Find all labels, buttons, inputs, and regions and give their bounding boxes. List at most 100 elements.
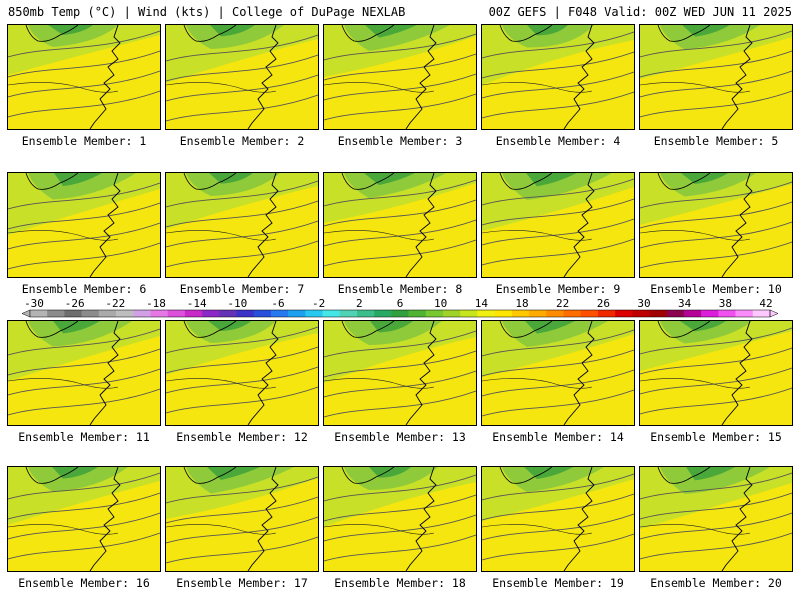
- ensemble-member-label: Ensemble Member: 14: [492, 430, 624, 444]
- state-border: [482, 378, 593, 389]
- temperature-fill-band: [364, 173, 415, 185]
- isotherm-contour: [640, 90, 792, 118]
- ensemble-member-map: [481, 466, 635, 572]
- colorbar-swatch: [683, 310, 702, 317]
- isotherm-contour: [166, 536, 318, 564]
- isotherm-contour: [324, 390, 476, 418]
- isotherm-contour: [482, 533, 634, 561]
- isotherm-contour: [8, 388, 160, 416]
- coastline: [89, 25, 121, 129]
- temperature-fill-band: [28, 321, 132, 347]
- temperature-fill-band: [186, 321, 276, 343]
- temperature-fill-band: [186, 467, 294, 494]
- state-border: [324, 378, 435, 389]
- ensemble-member-label: Ensemble Member: 10: [650, 282, 782, 296]
- ensemble-member-map: [7, 24, 161, 130]
- temperature-fill-band: [344, 467, 438, 490]
- isotherm-contour: [8, 472, 160, 500]
- colorbar-swatch: [339, 310, 358, 317]
- great-lakes-outline: [657, 467, 711, 484]
- state-border: [166, 82, 277, 93]
- coastline: [247, 25, 279, 129]
- great-lakes-outline: [183, 173, 237, 190]
- ensemble-member-label: Ensemble Member: 4: [495, 134, 621, 148]
- temperature-fill-band: [502, 467, 604, 492]
- isotherm-contour: [640, 50, 792, 78]
- temperature-fill-band: [502, 25, 594, 48]
- isotherm-contour: [166, 34, 318, 62]
- ensemble-member-map: [639, 466, 793, 572]
- colorbar-swatch: [460, 310, 478, 317]
- temperature-fill-band: [53, 321, 100, 334]
- temperature-fill-band: [502, 173, 612, 200]
- isotherm-contour: [482, 31, 634, 59]
- great-lakes-outline: [657, 321, 711, 338]
- colorbar-swatch: [511, 310, 530, 317]
- great-lakes-outline: [341, 25, 395, 42]
- colorbar-swatch: [649, 310, 668, 317]
- state-border: [324, 82, 435, 93]
- colorbar-tick-label: 2: [356, 297, 363, 310]
- great-lakes-outline: [341, 321, 395, 338]
- isotherm-contour: [482, 178, 634, 206]
- ensemble-member-map: [165, 320, 319, 426]
- ensemble-member-label: Ensemble Member: 3: [337, 134, 463, 148]
- ensemble-member-map: [165, 466, 319, 572]
- isotherm-contour: [482, 473, 634, 501]
- temperature-fill-band: [28, 173, 136, 200]
- ensemble-member-label: Ensemble Member: 17: [176, 576, 308, 590]
- great-lakes-outline: [25, 321, 79, 338]
- temperature-fill-band: [28, 467, 128, 492]
- isotherm-contour: [324, 73, 476, 101]
- great-lakes-outline: [657, 25, 711, 42]
- isotherm-contour: [324, 494, 476, 522]
- colorbar-border: [29, 309, 771, 318]
- coastline: [563, 25, 595, 129]
- isotherm-contour: [8, 242, 160, 270]
- isotherm-contour: [166, 180, 318, 208]
- isotherm-contour: [166, 200, 318, 228]
- ensemble-member-map: [323, 320, 477, 426]
- model-run-info: 00Z GEFS | F048 Valid: 00Z WED JUN 11 20…: [488, 5, 792, 19]
- ensemble-member-map: [323, 24, 477, 130]
- temperature-fill-band: [660, 467, 770, 494]
- isotherm-contour: [640, 221, 792, 249]
- colorbar-tick-label: -10: [227, 297, 247, 310]
- state-border: [324, 230, 435, 241]
- isotherm-contour: [640, 492, 792, 520]
- isotherm-contour: [8, 492, 160, 520]
- great-lakes-outline: [25, 467, 79, 484]
- coastline: [563, 321, 595, 425]
- isotherm-contour: [640, 347, 792, 375]
- colorbar-swatch: [167, 310, 186, 317]
- colorbar-swatch: [64, 310, 82, 317]
- isotherm-contour: [482, 349, 634, 377]
- isotherm-contour: [324, 239, 476, 267]
- ensemble-member-label: Ensemble Member: 12: [176, 430, 308, 444]
- ensemble-member-label: Ensemble Member: 8: [337, 282, 463, 296]
- great-lakes-outline: [183, 25, 237, 42]
- colorbar-swatch: [425, 310, 444, 317]
- isotherm-contour: [324, 370, 476, 398]
- colorbar-swatch: [98, 310, 117, 317]
- isotherm-contour: [166, 386, 318, 414]
- temperature-fill-band: [527, 25, 568, 36]
- colorbar-swatch: [666, 310, 685, 317]
- isotherm-contour: [8, 202, 160, 230]
- ensemble-member-label: Ensemble Member: 7: [179, 282, 305, 296]
- coastline: [405, 173, 437, 277]
- state-border: [324, 524, 435, 535]
- ensemble-member-map: [323, 466, 477, 572]
- great-lakes-outline: [499, 173, 553, 190]
- temperature-fill-band: [28, 25, 118, 47]
- isotherm-contour: [482, 389, 634, 417]
- coastline: [247, 173, 279, 277]
- ensemble-member-label: Ensemble Member: 13: [334, 430, 466, 444]
- coastline: [405, 25, 437, 129]
- ensemble-member-label: Ensemble Member: 5: [653, 134, 779, 148]
- ensemble-member-map: [639, 24, 793, 130]
- state-border: [482, 230, 593, 241]
- isotherm-contour: [482, 218, 634, 246]
- isotherm-contour: [8, 30, 160, 58]
- ensemble-member-label: Ensemble Member: 6: [21, 282, 147, 296]
